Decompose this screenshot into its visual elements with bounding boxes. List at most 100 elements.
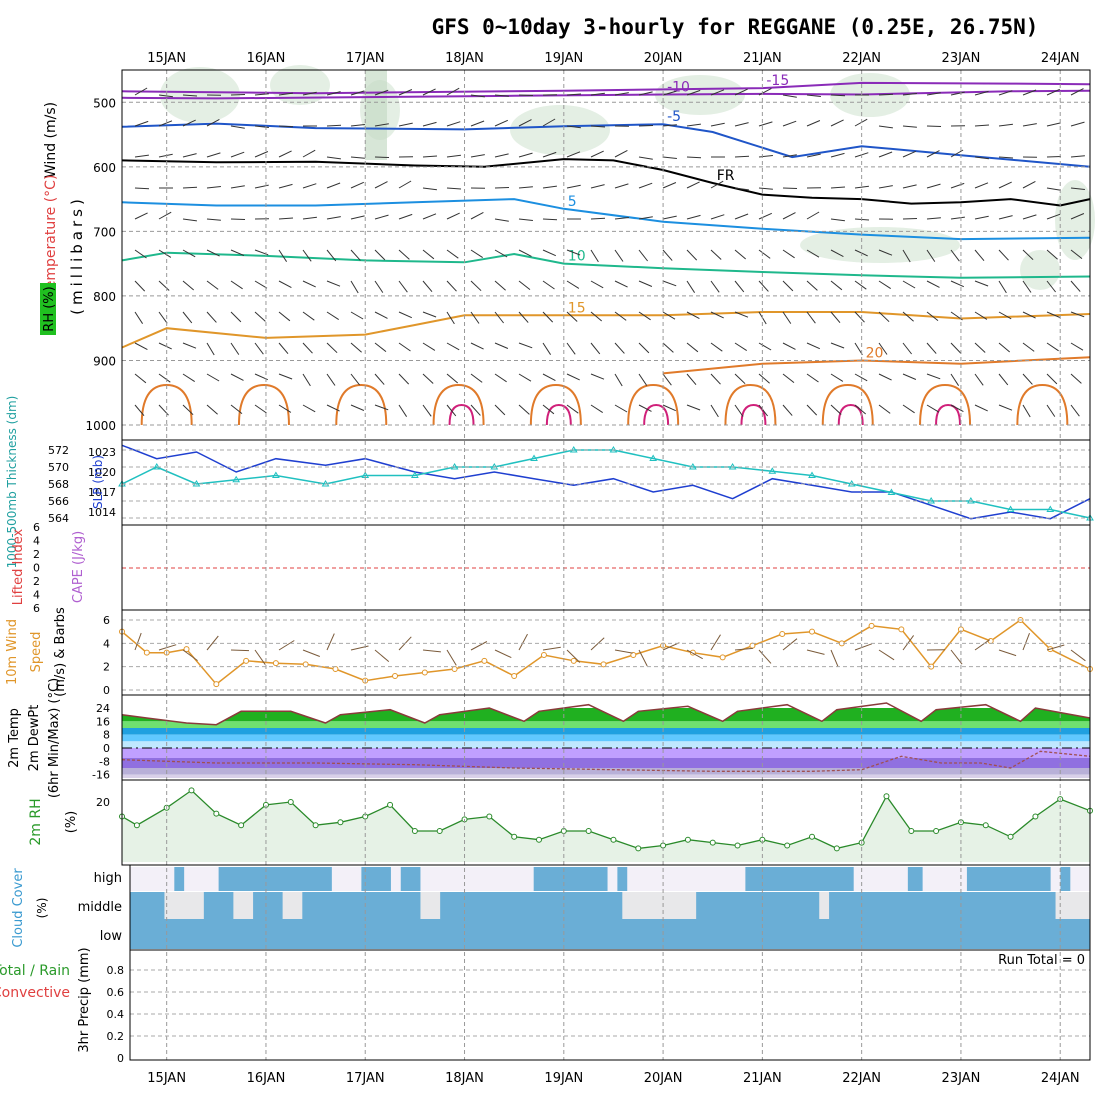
wind-barb [974, 342, 986, 353]
wind-barb [686, 404, 701, 411]
wind-speed-point [570, 657, 577, 664]
wind-barb [374, 181, 388, 189]
wind-barb [878, 342, 888, 355]
wind-barb [830, 152, 845, 158]
wind-speed-point [779, 631, 786, 637]
surface-wind-barb [830, 649, 839, 667]
rh-point [684, 836, 691, 843]
isotherm-label: FR [717, 168, 735, 184]
wind-barb [134, 187, 150, 190]
pressure-tick-label: 600 [93, 161, 116, 175]
rh-point [387, 801, 394, 808]
precip-tick-label: 0.4 [107, 1008, 125, 1021]
cloud-middle-gap [819, 892, 830, 919]
wind-barb [446, 373, 459, 384]
wind-barb [206, 373, 220, 382]
wind-barb [302, 249, 312, 262]
wind-barb [446, 154, 461, 158]
precip-tick-label: 0.6 [107, 986, 125, 999]
rh-shading [160, 67, 240, 123]
wind-barb [590, 150, 604, 158]
boundary-contour [432, 383, 485, 426]
wind-barb [542, 118, 556, 127]
wind-barb [590, 280, 604, 289]
isotherm-5low [121, 198, 1091, 241]
wind-barb [758, 404, 768, 417]
cloud-high-block [533, 867, 608, 891]
wind-barb [566, 151, 581, 158]
wind-barb [422, 280, 433, 293]
wind-barb [926, 183, 941, 189]
wind-barb [782, 342, 796, 350]
wind-speed-point [183, 646, 190, 653]
wind-barb [1046, 156, 1062, 158]
wind-barb [278, 150, 292, 158]
wind-barb [182, 373, 195, 383]
wind-barb [350, 311, 364, 320]
slp-tick-label: 1017 [88, 486, 116, 499]
wind-barb [902, 342, 912, 355]
temp-color-band [122, 748, 1090, 758]
surface-wind-barb [542, 646, 561, 651]
wind-barb [422, 373, 434, 384]
wind-barb [422, 213, 437, 220]
wind-barb [374, 373, 385, 385]
wind-barb [1046, 88, 1061, 96]
rh-point [337, 819, 344, 826]
stability-tick-label: 4 [33, 535, 40, 548]
wind-barb [1046, 280, 1056, 293]
top-date-label: 23JAN [942, 51, 981, 66]
wind-barb [134, 280, 146, 292]
boundary-contour [627, 383, 680, 426]
wind-barb [902, 150, 917, 158]
surface-wind-barb [446, 649, 457, 666]
wind-barb [518, 152, 533, 158]
temp-color-band [122, 734, 1090, 742]
wind-barb [422, 187, 437, 191]
rh-point [511, 833, 518, 840]
wind-barb [950, 280, 965, 288]
wind-barb [494, 94, 509, 97]
temp-ylabel: 2m DewPt [27, 705, 42, 772]
wind-barb [398, 249, 410, 260]
wind-barb [374, 342, 387, 352]
wind-barb [374, 156, 390, 158]
wind-barb [686, 373, 697, 386]
wind-barb [1022, 342, 1035, 352]
thickness-tick-label: 568 [48, 478, 69, 491]
pressure-tick-label: 700 [93, 225, 116, 239]
wind-barb [422, 155, 438, 158]
wind-barb [350, 90, 365, 96]
wind-barb [998, 342, 1011, 353]
cloud-high-block [174, 867, 185, 891]
wind-barb [182, 404, 194, 416]
wind-barb [662, 182, 677, 189]
thickness-point [1006, 505, 1015, 512]
wind-barb [974, 373, 984, 386]
wind-barb [446, 249, 459, 259]
wind-barb [470, 211, 484, 220]
isotherm-label: -5 [667, 109, 681, 125]
wind-barb [806, 94, 821, 97]
wind-barb [494, 153, 509, 158]
precip-ylabel: 3hr Precip (mm) [77, 947, 92, 1052]
wind-barb [638, 373, 648, 386]
wind-barb [662, 215, 677, 220]
wind-barb [350, 249, 361, 261]
wind-barb [782, 120, 797, 127]
wind-barb [134, 373, 147, 384]
wind-barb [950, 149, 964, 158]
wind-barb [758, 87, 772, 96]
thickness-point [530, 454, 538, 461]
warm-contour [448, 403, 475, 426]
surface-wind-barb [230, 649, 250, 652]
wind-barb [566, 404, 579, 414]
wind-barb [734, 213, 749, 220]
bottom-date-label: 15JAN [147, 1071, 186, 1086]
surface-wind-barb [134, 632, 142, 651]
wind-barb [902, 249, 911, 263]
wind-barb [542, 373, 556, 382]
rh-shading [1055, 180, 1095, 260]
wind-barb [974, 124, 990, 127]
isotherm-15 [121, 81, 1091, 95]
